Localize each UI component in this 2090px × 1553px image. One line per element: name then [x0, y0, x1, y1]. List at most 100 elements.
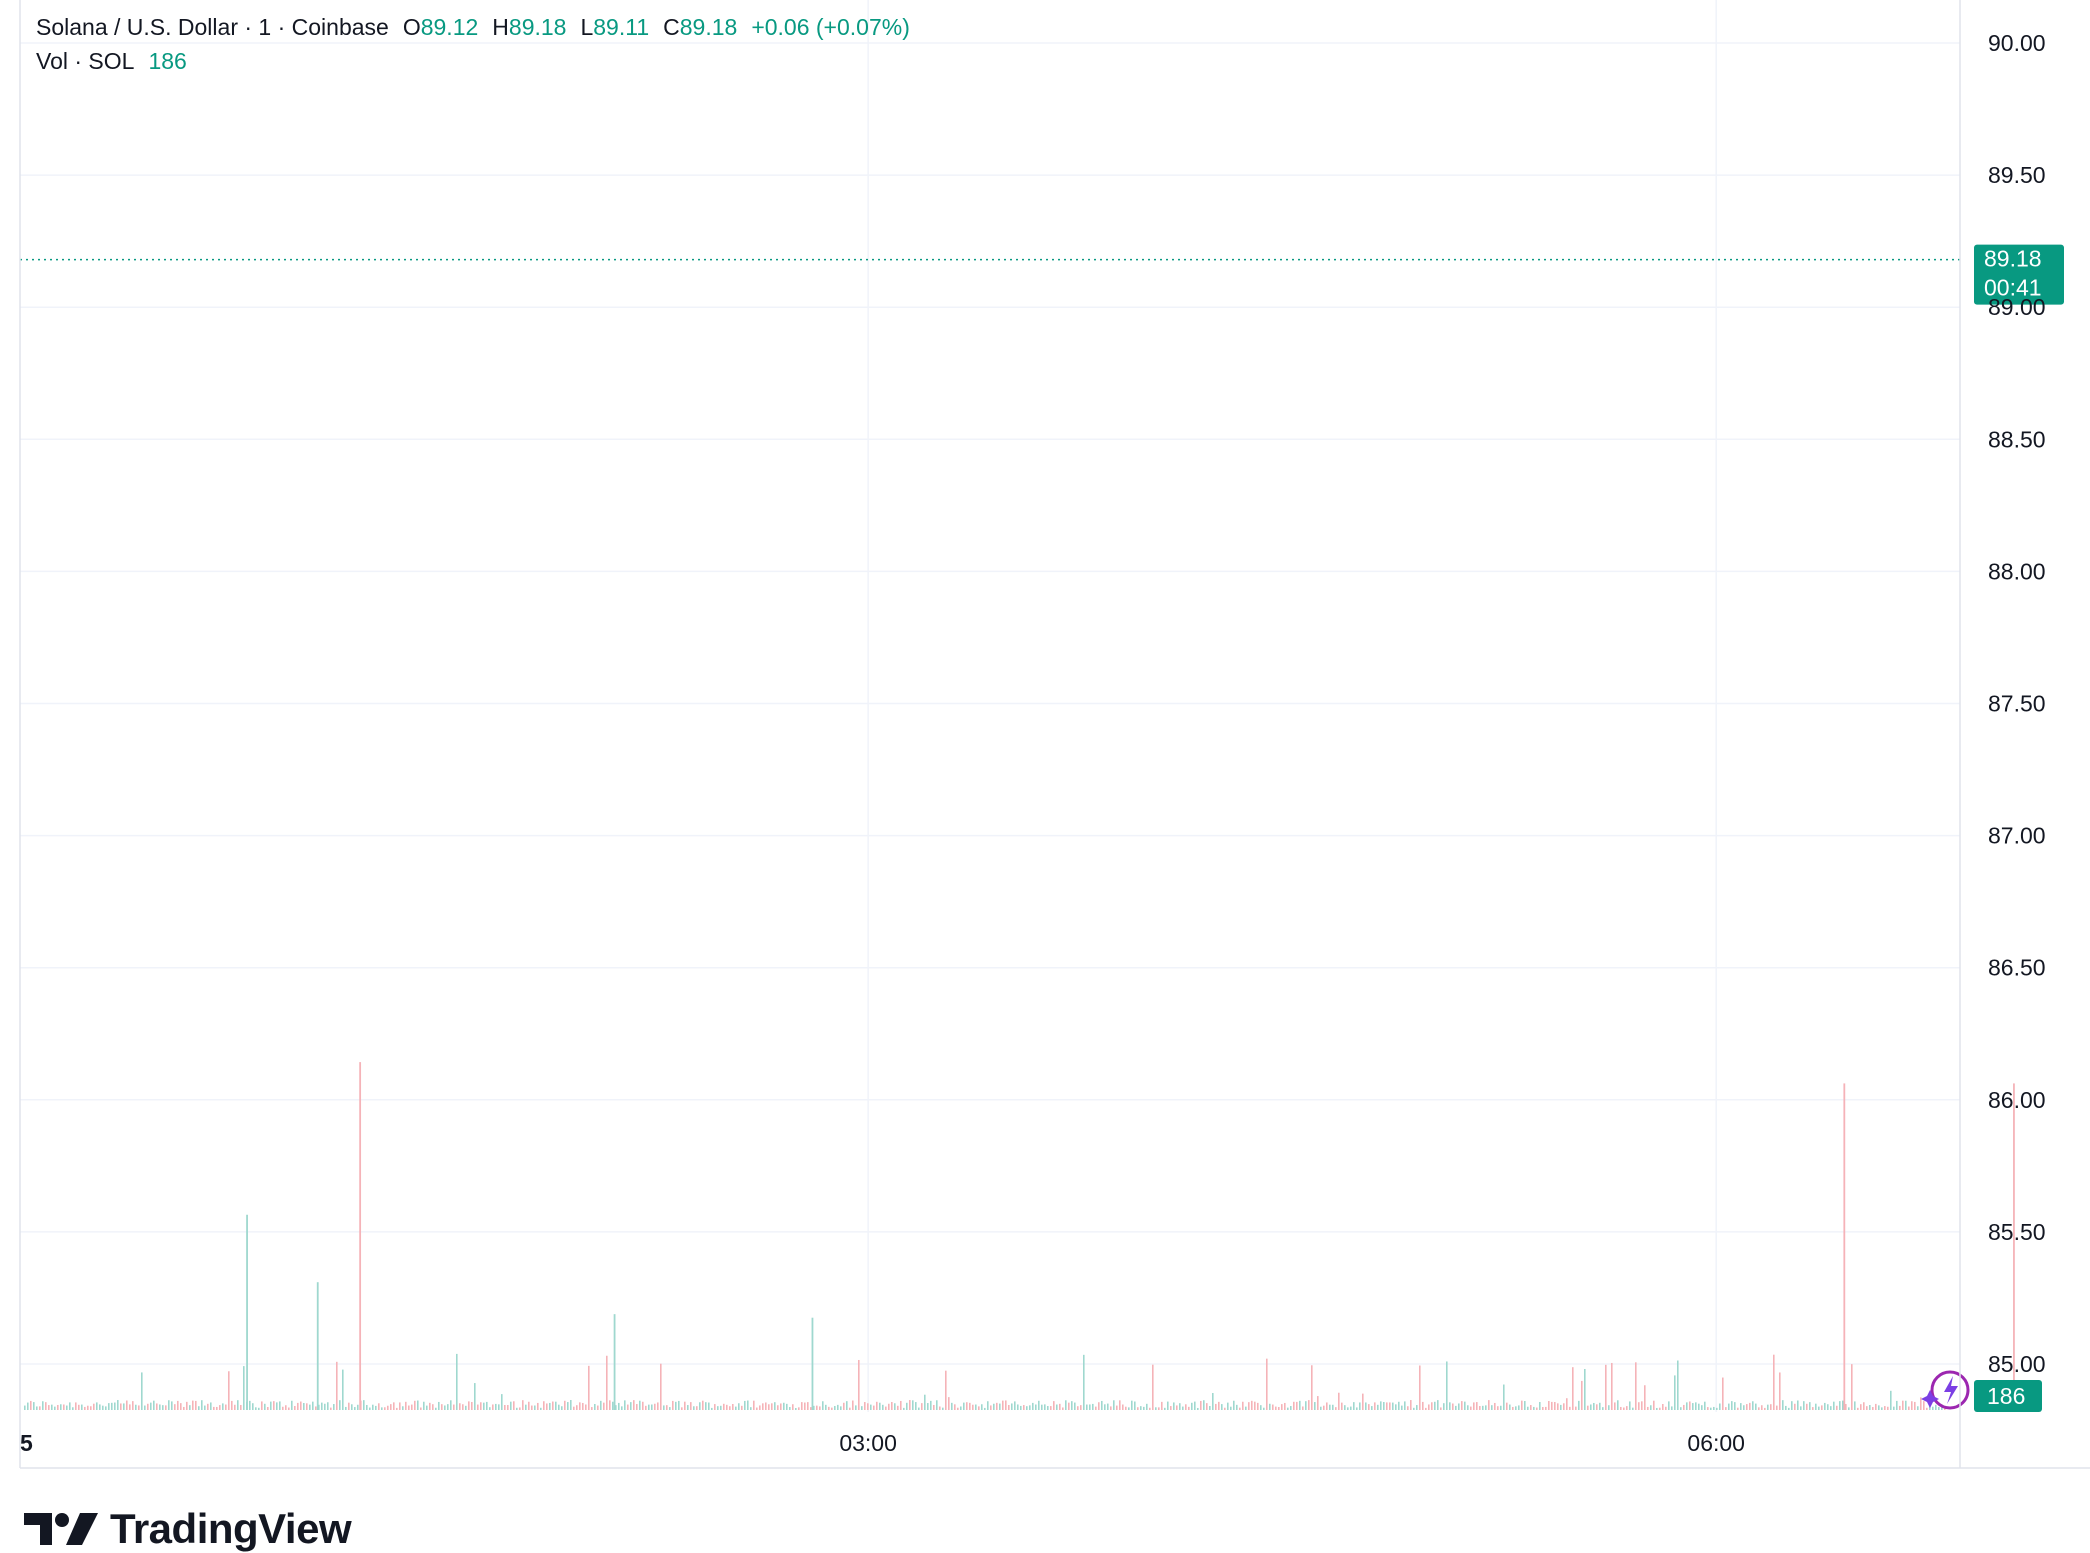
volume-bar — [954, 1404, 956, 1410]
volume-bar — [1437, 1400, 1439, 1410]
volume-bar — [1344, 1405, 1346, 1410]
volume-bar — [1737, 1407, 1739, 1410]
volume-bar — [1296, 1401, 1298, 1410]
tradingview-logo[interactable]: TradingView — [22, 1505, 352, 1553]
volume-bar — [69, 1402, 71, 1410]
volume-bar — [1638, 1402, 1640, 1410]
volume-bar — [546, 1403, 548, 1410]
volume-bar — [1251, 1400, 1253, 1410]
symbol-description[interactable]: Solana / U.S. Dollar · 1 · Coinbase — [36, 14, 389, 40]
volume-bar — [192, 1400, 194, 1410]
volume-bar — [561, 1406, 563, 1410]
volume-bar — [504, 1404, 506, 1410]
volume-bar — [957, 1407, 959, 1410]
volume-bar — [780, 1403, 782, 1410]
volume-bar — [1008, 1405, 1010, 1410]
volume-bar — [231, 1400, 233, 1410]
volume-bar — [1521, 1400, 1523, 1410]
volume-bar — [531, 1405, 533, 1410]
volume-bar — [1512, 1406, 1514, 1410]
volume-bar — [1608, 1405, 1610, 1410]
volume-bar — [909, 1400, 911, 1410]
volume-bar — [1488, 1400, 1490, 1410]
volume-bar — [1242, 1401, 1244, 1410]
volume-bar — [186, 1401, 188, 1410]
volume-label[interactable]: Vol · SOL — [36, 48, 135, 74]
volume-bar — [246, 1214, 248, 1410]
volume-bar — [1584, 1369, 1586, 1410]
volume-bar — [1371, 1406, 1373, 1410]
volume-bar — [1536, 1407, 1538, 1410]
volume-bar — [513, 1401, 515, 1410]
volume-bar — [1650, 1405, 1652, 1410]
volume-bar — [1047, 1406, 1049, 1410]
volume-bar — [669, 1407, 671, 1410]
volume-bar — [741, 1405, 743, 1410]
volume-bar — [165, 1405, 167, 1410]
volume-bar — [39, 1406, 41, 1410]
volume-bar — [378, 1403, 380, 1410]
volume-bar — [630, 1402, 632, 1410]
volume-bar — [1173, 1402, 1175, 1410]
volume-bar — [498, 1404, 500, 1410]
volume-bar — [1857, 1407, 1859, 1410]
volume-bar — [552, 1401, 554, 1410]
volume-bar — [729, 1406, 731, 1410]
volume-bar — [702, 1400, 704, 1410]
volume-bar — [459, 1403, 461, 1410]
volume-bar — [51, 1404, 53, 1410]
volume-bar — [1386, 1402, 1388, 1410]
sparkle-icon[interactable] — [1921, 1370, 1970, 1410]
volume-bar — [222, 1403, 224, 1410]
volume-bar — [1515, 1406, 1517, 1410]
volume-bar — [1020, 1405, 1022, 1410]
volume-bar — [1800, 1406, 1802, 1410]
volume-bar — [939, 1406, 941, 1410]
volume-bar — [1746, 1404, 1748, 1410]
volume-bar — [1380, 1401, 1382, 1410]
volume-bar — [1527, 1406, 1529, 1410]
volume-bar — [1110, 1406, 1112, 1410]
volume-bar — [594, 1404, 596, 1410]
y-tick-label: 89.00 — [1988, 294, 2046, 320]
volume-bar — [555, 1401, 557, 1410]
volume-bar — [1767, 1404, 1769, 1410]
volume-bar — [270, 1401, 272, 1410]
volume-bar — [1095, 1406, 1097, 1410]
volume-bar — [801, 1402, 803, 1410]
volume-bar — [696, 1406, 698, 1410]
volume-bar — [810, 1407, 812, 1410]
volume-bar — [999, 1403, 1001, 1410]
volume-bar — [474, 1383, 476, 1410]
volume-bar — [1104, 1404, 1106, 1410]
volume-bar — [195, 1400, 197, 1410]
volume-bar — [534, 1405, 536, 1410]
volume-bar — [1107, 1403, 1109, 1410]
volume-bar — [1326, 1402, 1328, 1410]
volume-bar — [1641, 1401, 1643, 1410]
volume-bar — [519, 1407, 521, 1410]
volume-bar — [279, 1401, 281, 1410]
volume-bar — [84, 1406, 86, 1410]
volume-bar — [1335, 1407, 1337, 1410]
volume-bar — [1815, 1403, 1817, 1410]
volume-bar — [912, 1400, 914, 1410]
volume-bar — [744, 1400, 746, 1410]
volume-bar — [441, 1404, 443, 1410]
volume-bar — [564, 1400, 566, 1410]
volume-bar — [1593, 1402, 1595, 1410]
volume-bar — [1554, 1402, 1556, 1410]
volume-bar — [330, 1407, 332, 1410]
volume-bar — [120, 1403, 122, 1410]
volume-bar — [1620, 1406, 1622, 1410]
volume-bar — [768, 1404, 770, 1410]
volume-bar — [1125, 1406, 1127, 1410]
tradingview-logo-text: TradingView — [110, 1505, 352, 1552]
volume-bar — [1158, 1407, 1160, 1410]
volume-bar — [90, 1406, 92, 1410]
volume-bar — [1338, 1392, 1340, 1410]
volume-bar — [1374, 1402, 1376, 1410]
volume-bar — [1803, 1401, 1805, 1410]
volume-bar — [1818, 1406, 1820, 1410]
